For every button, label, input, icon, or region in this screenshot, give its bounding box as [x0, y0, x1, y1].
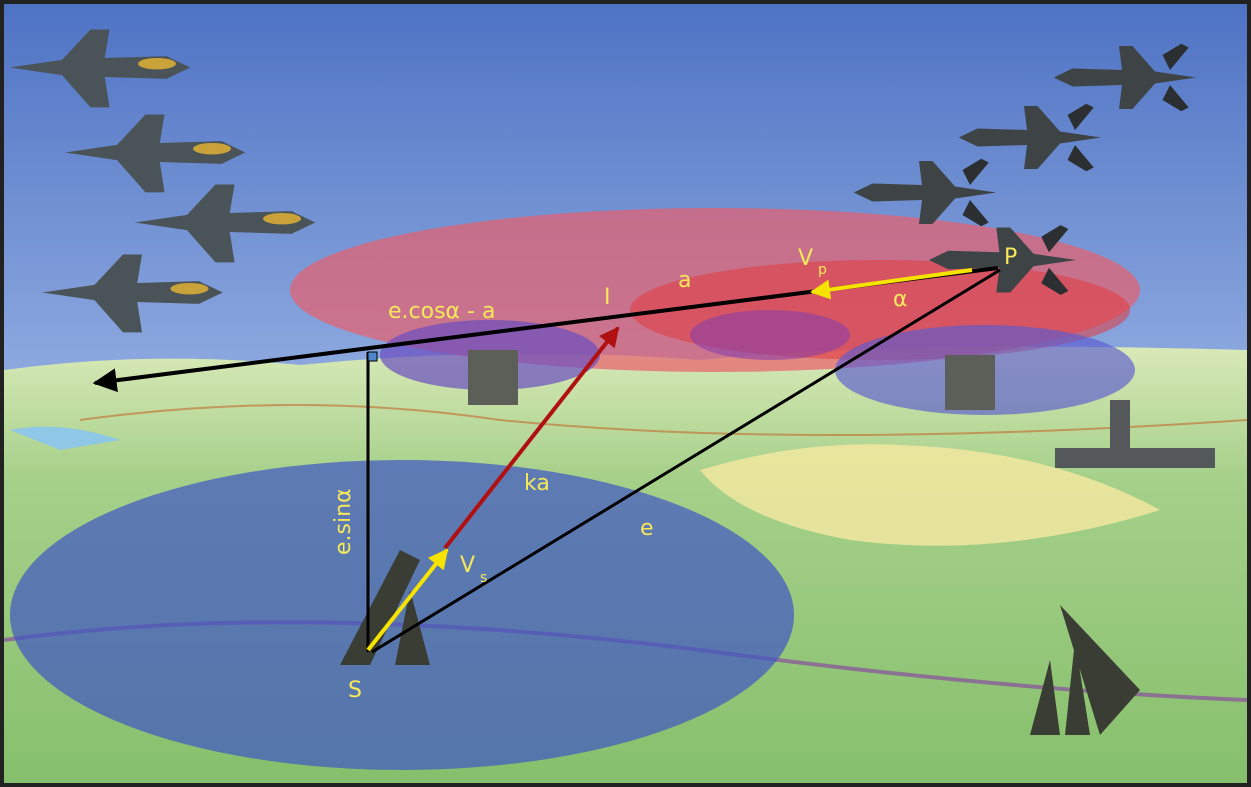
label-subscript: s	[480, 570, 487, 586]
road	[79, 404, 1248, 436]
label: V	[460, 553, 475, 578]
hills	[700, 444, 1160, 546]
label: e.cosα - a	[388, 299, 495, 324]
label: V	[798, 246, 813, 271]
label: e	[640, 516, 654, 541]
distance-line	[371, 268, 1001, 654]
intercept-line	[443, 326, 620, 550]
sam-launcher	[340, 350, 1140, 735]
right-angle	[367, 351, 378, 362]
missile-velocity	[366, 548, 449, 652]
label: I	[604, 285, 611, 310]
label: S	[348, 678, 362, 703]
ship	[1055, 448, 1215, 468]
label: a	[678, 268, 691, 293]
label: e.sinα	[331, 488, 356, 555]
label-subscript: p	[818, 262, 827, 278]
sam-zone	[690, 310, 850, 360]
plane-velocity	[810, 268, 973, 300]
ship	[1110, 400, 1130, 450]
label: α	[893, 287, 908, 312]
label: P	[1004, 245, 1017, 270]
sam-zone	[10, 460, 794, 770]
label: ka	[524, 471, 550, 496]
lake	[10, 426, 120, 450]
